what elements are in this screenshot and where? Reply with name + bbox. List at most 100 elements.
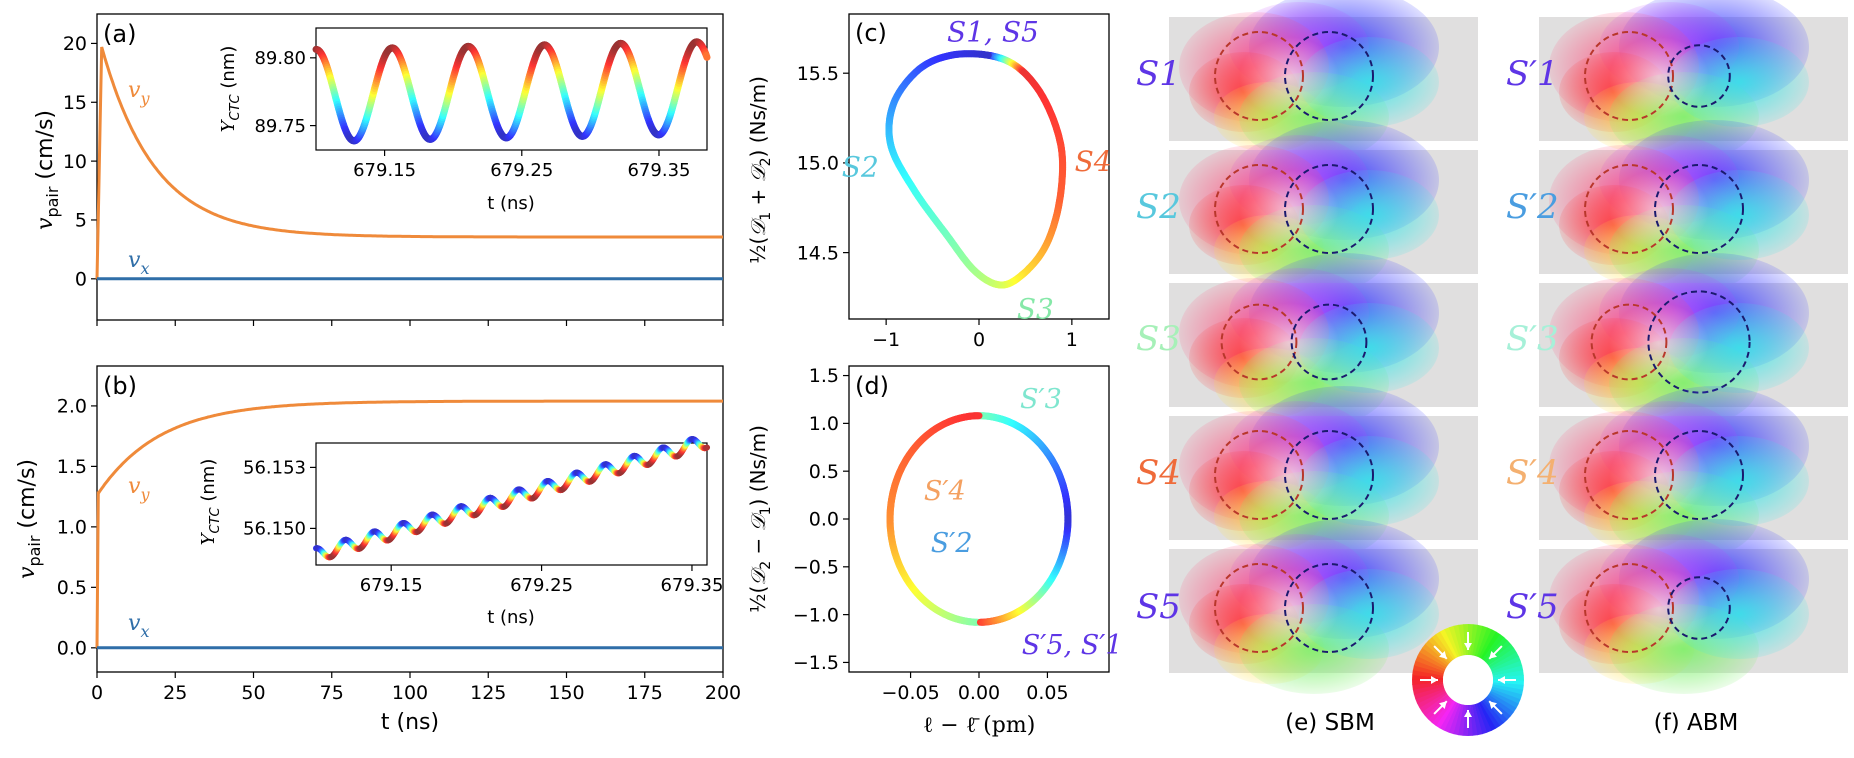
magnetization-blob (1239, 436, 1339, 516)
panel-a-vy-label: vy (128, 78, 150, 108)
panel-d: (d) −1.5 −1.0 −0.5 0.0 0.5 1.0 1.5 −0.05 0.00 0.… (746, 365, 1123, 738)
panel-b-x-ticks: 0 25 50 75 100 125 150 175 200 (91, 672, 741, 704)
left-skyrmion-outline (1584, 164, 1674, 254)
left-skyrmion-outline (1584, 563, 1674, 653)
magnetization-blob (1299, 303, 1439, 393)
wheel-sector (1485, 640, 1512, 665)
wheel-sector (1412, 684, 1444, 695)
panel-d-y-tick-label: 1.5 (809, 365, 839, 387)
panel-a-y-tick-label: 5 (75, 210, 87, 232)
right-skyrmion-outline (1284, 563, 1374, 653)
color-wheel-legend (1412, 624, 1524, 736)
sbm-map-2 (1169, 120, 1478, 295)
panel-d-x-tick-label: −0.05 (881, 682, 939, 704)
magnetization-blob (1669, 436, 1809, 526)
wheel-arrow-head (1498, 676, 1505, 684)
color-wheel-arrows (1420, 632, 1516, 728)
wheel-sector (1487, 694, 1514, 717)
wheel-sector (1421, 694, 1449, 716)
panel-c-y-axis-label: ½(𝒟1 + 𝒟2) (Ns/m) (746, 76, 774, 264)
abm-map-2 (1539, 120, 1848, 295)
wheel-arrow-head (1439, 701, 1447, 709)
panel-a: (a) 0 5 10 15 20 vy vx vpair (cm/s) (33, 13, 724, 326)
magnetization-blob (1609, 436, 1709, 516)
panel-d-x-tick-label: 0.00 (958, 682, 1000, 704)
panel-b-x-tick-label: 200 (705, 682, 741, 704)
inset-a: 89.75 89.80 679.15 679.25 679.35 t (ns) YCT… (218, 27, 711, 214)
panel-b-x-tick-label: 100 (392, 682, 428, 704)
panel-d-y-tick-label: −1.0 (793, 604, 839, 626)
magnetization-blob (1609, 569, 1709, 649)
state-label-abm: S′2 (1506, 187, 1559, 227)
state-label: S′3 (1020, 384, 1062, 415)
right-skyrmion-outline (1290, 303, 1368, 381)
state-label: S4 (1075, 145, 1112, 178)
inset-a-x-tick-label: 679.25 (490, 160, 553, 181)
panel-b-x-tick-label: 175 (627, 682, 663, 704)
magnetization-blob (1299, 569, 1439, 659)
inset-b-x-tick-label: 679.35 (660, 575, 723, 596)
wheel-sector (1457, 704, 1466, 736)
panel-c-loop-curve (885, 50, 1067, 289)
panel-b: (b) 0.0 0.5 1.0 1.5 2.0 0 25 50 75 100 125 150 175 2… (15, 365, 741, 735)
wheel-sector (1415, 655, 1446, 672)
panel-b-x-tick-label: 75 (320, 682, 344, 704)
abm-map-1 (1539, 0, 1848, 162)
inset-b-x-ticks: 679.15 679.25 679.35 (360, 565, 723, 596)
wheel-sector (1492, 682, 1524, 691)
inset-b-oscillation-curve (313, 436, 710, 561)
panel-b-y-tick-label: 1.0 (57, 517, 87, 539)
wheel-sector (1412, 665, 1444, 676)
abm-map-4 (1539, 386, 1848, 561)
left-skyrmion-outline (1584, 430, 1674, 520)
wheel-sector (1482, 699, 1504, 727)
wheel-sector (1490, 688, 1521, 705)
state-label-sbm: S1 (1136, 54, 1181, 94)
wheel-sector (1435, 700, 1456, 729)
state-label-sbm: S4 (1136, 453, 1181, 493)
panel-c-y-ticks: 14.5 15.0 15.5 (797, 63, 849, 264)
wheel-sector (1417, 690, 1447, 708)
wheel-sector (1482, 634, 1505, 661)
panel-b-y-tick-label: 0.5 (57, 577, 87, 599)
panel-b-y-tick-label: 2.0 (57, 396, 87, 418)
color-wheel-ring (1412, 624, 1524, 736)
wheel-sector (1489, 690, 1519, 709)
panel-b-y-ticks: 0.0 0.5 1.0 1.5 2.0 (57, 396, 97, 659)
wheel-sector (1435, 631, 1456, 660)
wheel-sector (1478, 629, 1497, 659)
panel-b-x-tick-label: 50 (241, 682, 265, 704)
wheel-arrow-head (1489, 701, 1497, 709)
left-skyrmion-outline (1584, 31, 1674, 121)
right-skyrmion-outline (1654, 430, 1744, 520)
wheel-sector (1417, 651, 1447, 670)
magnetization-blob (1669, 303, 1809, 393)
wheel-sector (1474, 703, 1488, 735)
panel-a-y-tick-label: 10 (63, 151, 87, 173)
left-skyrmion-outline (1214, 430, 1304, 520)
inset-a-y-tick-label: 89.75 (254, 116, 306, 137)
inset-a-y-tick-label: 89.80 (254, 48, 306, 69)
wheel-sector (1488, 647, 1517, 668)
state-label: S′4 (924, 476, 966, 507)
panel-d-y-tick-label: −1.5 (793, 652, 839, 674)
right-skyrmion-outline (1284, 31, 1374, 121)
panel-d-y-tick-label: 0.0 (809, 509, 839, 531)
panel-b-x-tick-label: 0 (91, 682, 103, 704)
panel-b-y-tick-label: 0.0 (57, 637, 87, 659)
magnetization-blob (1669, 170, 1809, 260)
left-skyrmion-outline (1214, 31, 1304, 121)
wheel-sector (1489, 652, 1519, 670)
series-vy-line (95, 399, 723, 648)
state-label-abm: S′3 (1506, 319, 1559, 359)
wheel-sector (1492, 665, 1524, 676)
panel-a-x-ticks (96, 320, 724, 326)
inset-a-x-tick-label: 679.35 (627, 160, 690, 181)
wheel-sector (1476, 627, 1493, 658)
inset-a-x-tick-label: 679.15 (353, 160, 416, 181)
wheel-sector (1478, 701, 1496, 731)
panel-b-vy-label: vy (128, 474, 150, 504)
wheel-sector (1492, 684, 1524, 695)
panel-b-vx-label: vx (128, 611, 149, 641)
inset-a-x-ticks: 679.15 679.25 679.35 (353, 150, 690, 181)
